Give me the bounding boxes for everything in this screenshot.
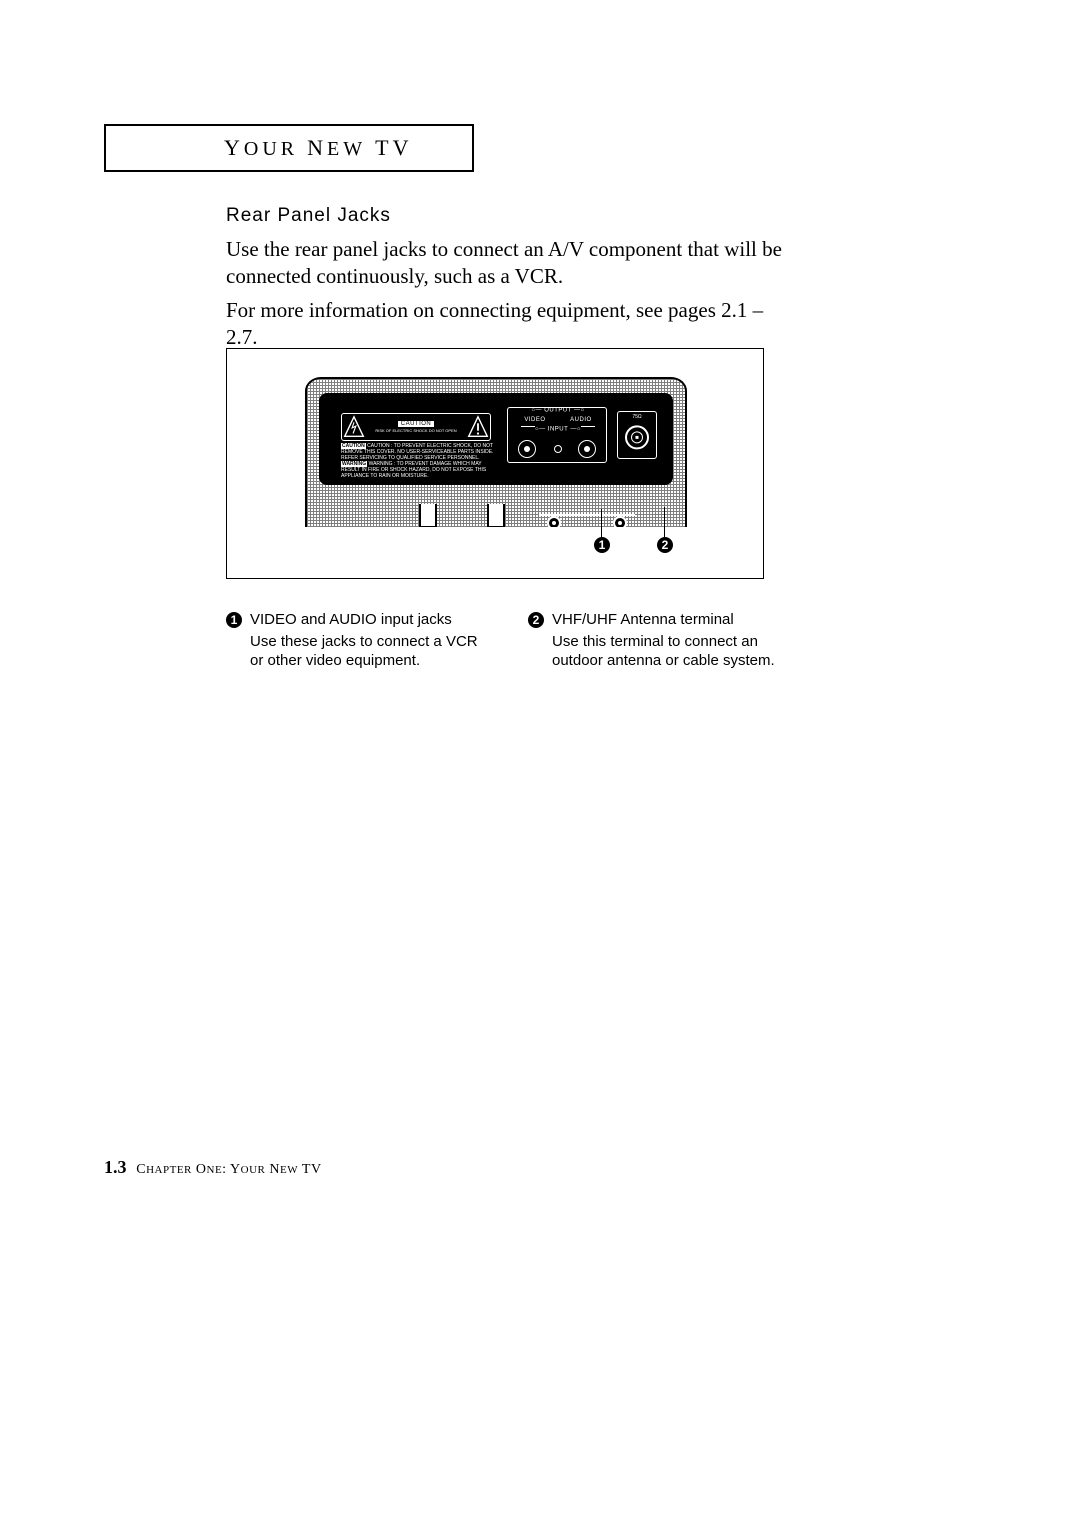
rear-panel-diagram: CAUTION RISK OF ELECTRIC SHOCK DO NOT OP… xyxy=(226,348,764,579)
callout-marker-2: 2 xyxy=(657,537,673,553)
callout-marker-1: 1 xyxy=(594,537,610,553)
warning-lightning-icon xyxy=(342,414,366,440)
video-input-jack-icon xyxy=(518,440,536,458)
input-label: ○— INPUT —○ xyxy=(512,426,604,433)
section-title: Rear Panel Jacks xyxy=(226,205,391,227)
risk-label: RISK OF ELECTRIC SHOCK DO NOT OPEN xyxy=(373,428,458,433)
callout-2-desc: Use this terminal to connect an outdoor … xyxy=(552,632,796,671)
callout-1-title: VIDEO and AUDIO input jacks xyxy=(250,610,494,630)
callout-columns: 1 VIDEO and AUDIO input jacks Use these … xyxy=(226,610,796,671)
callout-leader-1 xyxy=(601,509,602,537)
tv-rear-dark-panel: CAUTION RISK OF ELECTRIC SHOCK DO NOT OP… xyxy=(319,393,673,485)
audio-input-jack-icon xyxy=(578,440,596,458)
callout-1-desc: Use these jacks to connect a VCR or othe… xyxy=(250,632,494,671)
body-paragraph-1: Use the rear panel jacks to connect an A… xyxy=(226,236,786,291)
body-paragraph-2: For more information on connecting equip… xyxy=(226,297,786,352)
power-cord-icon xyxy=(539,514,635,527)
callout-1: 1 VIDEO and AUDIO input jacks Use these … xyxy=(226,610,494,671)
warning-exclaim-icon xyxy=(466,414,490,440)
tv-foot-right xyxy=(487,504,505,527)
callout-2-title: VHF/UHF Antenna terminal xyxy=(552,610,796,630)
video-audio-labels: VIDEO AUDIO xyxy=(512,417,604,423)
antenna-coax-icon xyxy=(625,425,649,449)
callout-2: 2 VHF/UHF Antenna terminal Use this term… xyxy=(528,610,796,671)
footer-page-number: 1.3 xyxy=(104,1157,127,1177)
io-cluster: ○— OUTPUT —○ VIDEO AUDIO ○— INPUT —○ 75 xyxy=(507,407,657,475)
antenna-terminal-box: 75Ω xyxy=(617,411,657,459)
page-header-text: YOUR NEW TV xyxy=(224,135,412,161)
tv-foot-left xyxy=(419,504,437,527)
tv-rear-illustration: CAUTION RISK OF ELECTRIC SHOCK DO NOT OP… xyxy=(305,377,687,527)
page-footer: 1.3 CHAPTER ONE: YOUR NEW TV xyxy=(104,1157,322,1178)
page-header-box: YOUR NEW TV xyxy=(104,124,474,172)
caution-label: CAUTION xyxy=(398,421,435,427)
caution-label-box: CAUTION RISK OF ELECTRIC SHOCK DO NOT OP… xyxy=(341,413,491,441)
antenna-impedance-label: 75Ω xyxy=(618,414,656,420)
center-jack-icon xyxy=(554,445,562,453)
caution-warning-text: CAUTION CAUTION : TO PREVENT ELECTRIC SH… xyxy=(341,443,501,479)
footer-chapter-text: CHAPTER ONE: YOUR NEW TV xyxy=(136,1162,321,1177)
callout-1-number: 1 xyxy=(226,612,242,628)
output-label: ○— OUTPUT —○ xyxy=(512,407,604,414)
callout-leader-2 xyxy=(664,507,665,537)
callout-2-number: 2 xyxy=(528,612,544,628)
